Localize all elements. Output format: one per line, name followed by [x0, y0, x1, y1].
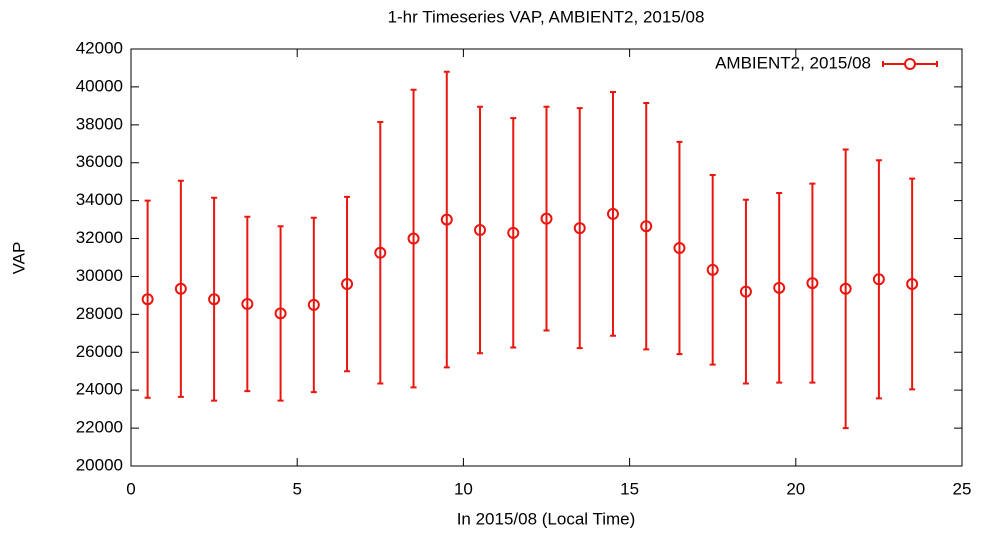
error-bar — [909, 177, 916, 391]
error-bar — [310, 216, 317, 394]
error-bar — [643, 102, 650, 351]
data-point — [706, 263, 719, 276]
chart-title: 1-hr Timeseries VAP, AMBIENT2, 2015/08 — [388, 7, 705, 26]
data-point — [374, 246, 387, 259]
y-tick-label: 32000 — [76, 228, 123, 247]
data-point — [407, 232, 420, 245]
data-point — [606, 207, 619, 220]
data-point — [906, 278, 919, 291]
y-tick-label: 20000 — [76, 455, 123, 474]
x-tick-label: 15 — [620, 479, 639, 498]
x-axis-label: In 2015/08 (Local Time) — [457, 509, 636, 528]
error-bar — [477, 105, 484, 355]
error-bar — [709, 174, 716, 366]
y-axis-label: VAP — [9, 242, 28, 275]
data-point — [241, 297, 254, 310]
plot-frame — [130, 48, 963, 467]
y-tick-label: 26000 — [76, 342, 123, 361]
y-tick-label: 30000 — [76, 266, 123, 285]
error-bar — [277, 225, 284, 402]
data-point — [274, 307, 287, 320]
data-point — [839, 282, 852, 295]
y-tick-label: 42000 — [76, 38, 123, 57]
data-point — [307, 298, 320, 311]
error-bar — [742, 198, 749, 385]
error-bar — [609, 91, 616, 337]
data-point — [174, 282, 187, 295]
data-point — [573, 222, 586, 235]
data-point — [739, 285, 752, 298]
data-point — [474, 224, 487, 237]
error-bar — [543, 105, 550, 332]
y-tick-label: 40000 — [76, 76, 123, 95]
error-bar — [510, 117, 517, 349]
error-bar — [842, 148, 849, 430]
error-bar — [776, 192, 783, 384]
data-point — [440, 213, 453, 226]
y-tick-label: 24000 — [76, 380, 123, 399]
data-point — [806, 277, 819, 290]
data-point — [208, 293, 221, 306]
y-tick-label: 34000 — [76, 190, 123, 209]
data-point — [341, 278, 354, 291]
data-point — [773, 281, 786, 294]
error-bar — [809, 182, 816, 384]
error-bar — [676, 140, 683, 356]
data-point — [141, 293, 154, 306]
error-bar — [244, 215, 251, 393]
x-tick-label: 20 — [786, 479, 805, 498]
error-bar — [576, 107, 583, 350]
x-tick-label: 25 — [953, 479, 972, 498]
legend-label: AMBIENT2, 2015/08 — [715, 53, 871, 72]
y-tick-label: 38000 — [76, 114, 123, 133]
y-tick-label: 36000 — [76, 152, 123, 171]
error-bar — [443, 70, 450, 369]
y-tick-label: 28000 — [76, 304, 123, 323]
error-bar — [410, 88, 417, 389]
legend-marker — [904, 58, 916, 70]
error-bar — [344, 195, 351, 373]
error-bar — [377, 120, 384, 385]
y-tick-label: 22000 — [76, 418, 123, 437]
error-bar — [177, 179, 184, 398]
error-bar — [144, 199, 151, 399]
data-point — [640, 220, 653, 233]
x-tick-label: 0 — [126, 479, 135, 498]
data-point — [872, 273, 885, 286]
x-tick-label: 10 — [454, 479, 473, 498]
error-bar — [875, 159, 882, 400]
x-tick-label: 5 — [292, 479, 301, 498]
data-point — [673, 242, 686, 255]
data-point — [540, 212, 553, 225]
error-bar — [211, 196, 218, 402]
data-point — [507, 226, 520, 239]
